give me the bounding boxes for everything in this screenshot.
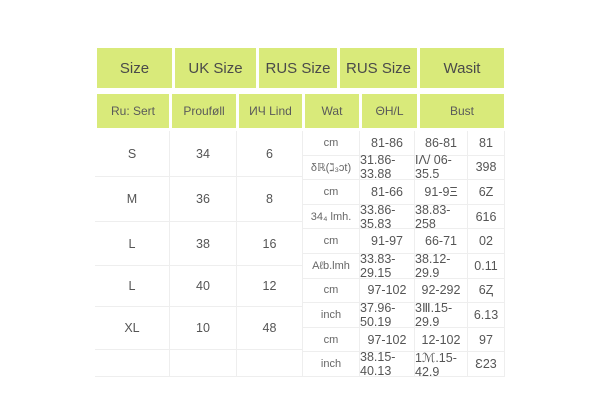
measure-cell: 12-102: [415, 327, 468, 353]
size-cell-rus: 12: [237, 266, 303, 307]
measure-cell: 398: [468, 155, 505, 181]
measure-cell: 92-292: [415, 278, 468, 304]
measure-cell: Ɛ23: [468, 352, 505, 377]
unit-cell: 34₄ lmh.: [303, 204, 360, 230]
subheader-cell: ΘH/L: [362, 94, 417, 128]
unit-cell: δℝ(ℷ₃ↄt): [303, 155, 360, 181]
subheader-cell: Ru: Sert: [97, 94, 169, 128]
measure-cell: 37.96-50.19: [360, 301, 415, 329]
measure-cell: 91-97: [360, 229, 415, 254]
measure-cell: 33.83-29.15: [360, 252, 415, 280]
size-cell-size: L: [95, 266, 170, 307]
measure-cell: 38.15-40.13: [360, 350, 415, 378]
measure-cell: ΙΛ/ 06-35.5: [415, 153, 468, 181]
unit-cell: cm: [303, 180, 360, 205]
measure-cell: 38.12-29.9: [415, 252, 468, 280]
header-cell: Wasit: [420, 48, 504, 88]
unit-cell: cm: [303, 131, 360, 156]
size-cell-rus: 48: [237, 307, 303, 350]
size-cell-size: S: [95, 131, 170, 177]
measure-cell: 81-66: [360, 180, 415, 205]
measure-cell: 97: [468, 327, 505, 353]
header-cell: Size: [97, 48, 172, 88]
measure-cell: 6Ⱬ: [468, 278, 505, 304]
measure-cell: 81-86: [360, 131, 415, 156]
size-cell-size: XL: [95, 307, 170, 350]
size-cell-uk: 40: [170, 266, 237, 307]
unit-cell: cm: [303, 327, 360, 353]
measure-cell: 97-102: [360, 327, 415, 353]
subheader-cell: Prouføll: [172, 94, 236, 128]
unit-cell: inch: [303, 303, 360, 328]
measure-cell: 0.11: [468, 254, 505, 279]
measure-cell: 81: [468, 131, 505, 156]
subheader-cell: Wat: [305, 94, 359, 128]
unit-cell: cm: [303, 278, 360, 304]
size-cell-size: L: [95, 222, 170, 266]
size-cell-uk: 34: [170, 131, 237, 177]
size-cell-rus: 6: [237, 131, 303, 177]
header-cell: UK Size: [175, 48, 256, 88]
measure-cell: 3Ⅲ.15-29.9: [415, 301, 468, 329]
measure-cell: 86-81: [415, 131, 468, 156]
size-cell-uk: [170, 350, 237, 377]
unit-cell: cm: [303, 229, 360, 254]
measure-cell: 91-9Ξ: [415, 180, 468, 205]
size-cell-rus: 8: [237, 177, 303, 222]
measure-cell: 33.86-35.83: [360, 203, 415, 231]
measure-cell: 6Z: [468, 180, 505, 205]
measure-cell: 97-102: [360, 278, 415, 304]
unit-cell: inch: [303, 352, 360, 377]
subheader-cell: Bust: [420, 94, 504, 128]
size-cell-size: [95, 350, 170, 377]
unit-cell: Aℓb.lmh: [303, 254, 360, 279]
measure-cell: 31.86-33.88: [360, 153, 415, 181]
measure-cell: 1ℳ.15-42.9: [415, 351, 468, 379]
size-cell-rus: [237, 350, 303, 377]
size-cell-size: M: [95, 177, 170, 222]
header-cell: RUS Size: [340, 48, 417, 88]
size-cell-uk: 36: [170, 177, 237, 222]
size-cell-rus: 16: [237, 222, 303, 266]
measure-cell: 66-71: [415, 229, 468, 254]
measure-cell: 616: [468, 204, 505, 230]
header-cell: RUS Size: [259, 48, 337, 88]
size-cell-uk: 38: [170, 222, 237, 266]
measure-cell: 02: [468, 229, 505, 254]
measure-cell: 38.83-258: [415, 203, 468, 231]
size-cell-uk: 10: [170, 307, 237, 350]
measure-cell: 6.13: [468, 303, 505, 328]
subheader-cell: ИЧ Lind: [239, 94, 302, 128]
